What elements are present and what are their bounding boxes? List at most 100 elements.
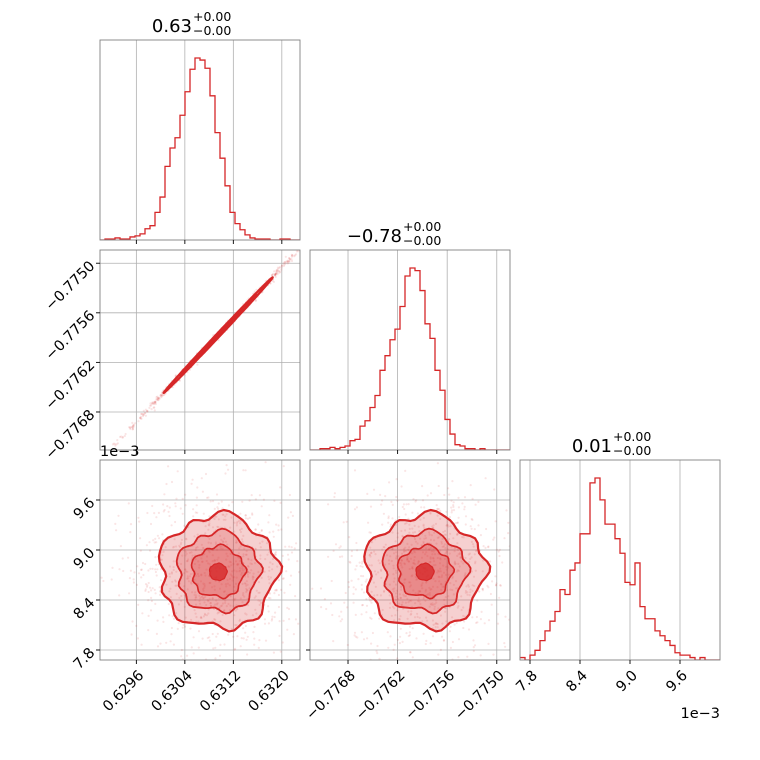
sample-point <box>156 534 159 537</box>
sample-point <box>403 595 406 598</box>
sample-point <box>472 545 475 548</box>
sample-point <box>485 527 488 531</box>
sample-point <box>339 545 342 548</box>
sample-point <box>215 603 218 606</box>
sample-point <box>121 557 124 560</box>
sample-point <box>233 569 236 572</box>
density-2-1 <box>311 454 534 676</box>
sample-point <box>428 591 431 595</box>
sample-point <box>484 477 487 480</box>
sample-point <box>254 528 257 531</box>
sample-point <box>402 503 405 506</box>
sample-point <box>283 261 286 264</box>
sample-point <box>214 646 217 649</box>
sample-point <box>432 550 435 553</box>
sample-point <box>432 524 435 527</box>
sample-point <box>232 605 235 608</box>
sample-point <box>201 490 204 493</box>
sample-point <box>289 574 293 577</box>
sample-point <box>304 578 306 580</box>
sample-point <box>149 402 152 405</box>
sample-point <box>178 544 181 547</box>
sample-point <box>233 589 236 593</box>
sample-point <box>244 469 247 472</box>
sample-point <box>413 531 417 534</box>
sample-point <box>474 562 477 565</box>
sample-point <box>276 268 279 271</box>
sample-point <box>362 591 366 594</box>
sample-point <box>513 526 515 528</box>
sample-point <box>371 631 374 635</box>
sample-point <box>266 553 269 556</box>
sample-point <box>460 595 463 598</box>
sample-point <box>137 420 140 423</box>
sample-point <box>453 547 456 550</box>
sample-point <box>170 480 174 484</box>
sample-point <box>280 266 283 269</box>
sample-point <box>466 593 469 596</box>
sample-point <box>395 592 398 595</box>
sample-point <box>139 416 142 419</box>
sample-point <box>122 569 125 573</box>
sample-point <box>137 516 140 519</box>
sample-point <box>410 543 413 546</box>
sample-point <box>240 571 243 575</box>
sample-point <box>137 603 140 606</box>
sample-point <box>242 553 245 556</box>
sample-point <box>260 529 263 533</box>
sample-point <box>214 603 217 606</box>
sample-point <box>455 533 459 536</box>
sample-point <box>427 548 430 551</box>
sample-point <box>220 500 223 503</box>
sample-point <box>144 411 147 415</box>
sample-point <box>193 593 196 597</box>
sample-point <box>450 511 453 514</box>
sample-point <box>416 512 419 515</box>
sample-point <box>86 581 88 583</box>
ticks-1-1 <box>347 450 498 454</box>
sample-point <box>147 581 150 585</box>
sample-point <box>286 262 289 265</box>
sample-point <box>174 584 177 587</box>
sample-point <box>439 614 442 617</box>
sample-point <box>470 663 472 665</box>
sample-point <box>421 499 425 502</box>
sample-point <box>257 646 260 650</box>
sample-point <box>429 642 432 645</box>
sample-point <box>288 618 291 621</box>
sample-point <box>412 531 415 534</box>
sample-point <box>532 522 534 524</box>
sample-point <box>156 645 160 648</box>
sample-point <box>146 410 149 413</box>
sample-point <box>387 521 390 524</box>
sample-point <box>333 492 336 495</box>
sample-point <box>208 524 211 527</box>
sample-point <box>244 624 247 628</box>
sample-point <box>464 573 467 576</box>
sample-point <box>253 625 256 629</box>
sample-point <box>243 595 246 598</box>
sample-point <box>328 608 330 610</box>
sample-point <box>396 638 399 642</box>
sample-point <box>131 426 134 429</box>
sample-point <box>161 554 164 557</box>
sample-point <box>223 609 226 612</box>
sample-point <box>303 505 305 507</box>
sample-point <box>428 533 431 536</box>
sample-point <box>373 454 375 456</box>
sample-point <box>420 583 423 586</box>
sample-point <box>331 613 334 617</box>
sample-point <box>403 563 406 566</box>
sample-point <box>206 496 209 499</box>
sample-point <box>439 509 442 512</box>
sample-point <box>464 515 468 518</box>
sample-point <box>436 536 439 539</box>
sample-point <box>277 270 281 273</box>
sample-point <box>427 674 429 676</box>
sample-point <box>207 612 210 615</box>
sample-point <box>141 415 144 418</box>
sample-point <box>409 584 413 587</box>
sample-point <box>216 558 219 561</box>
sample-point <box>246 583 249 586</box>
